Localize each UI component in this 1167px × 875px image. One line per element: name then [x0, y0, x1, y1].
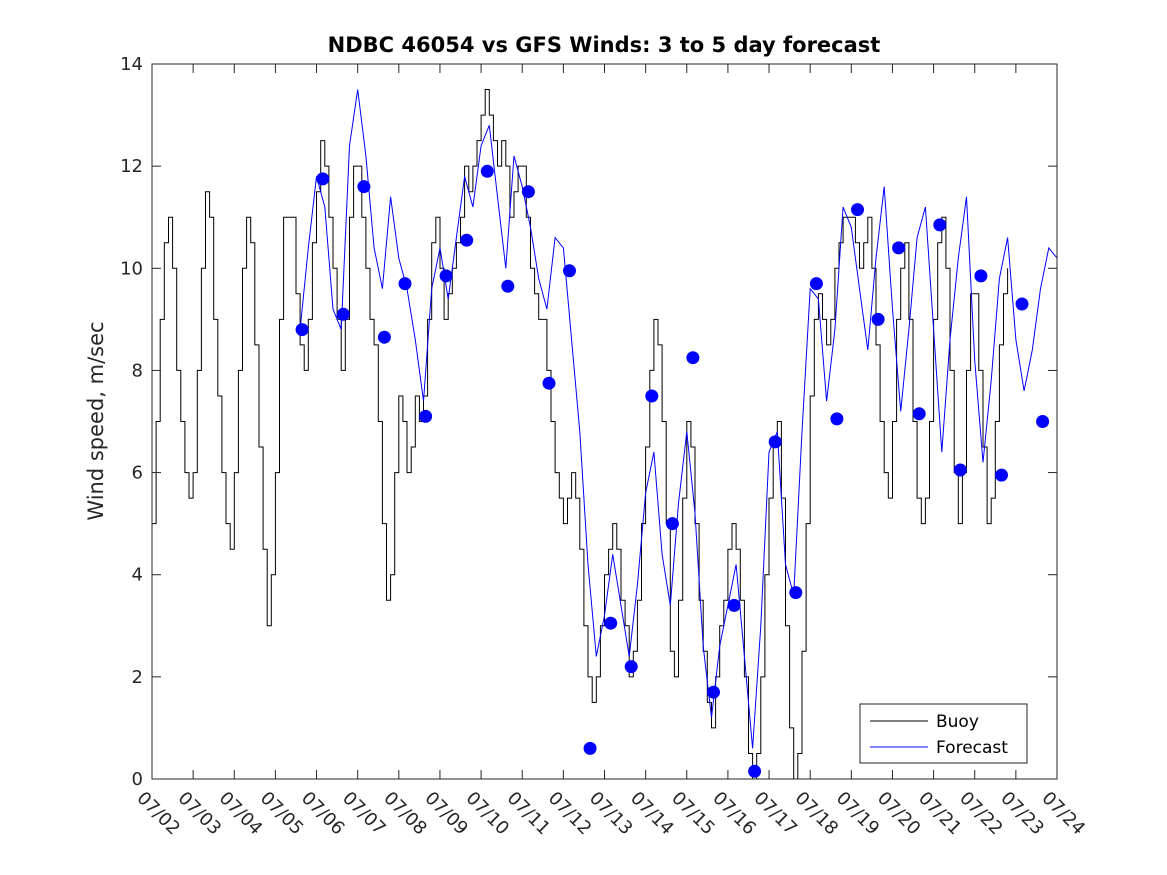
y-tick-label: 8 — [132, 360, 143, 381]
forecast-marker — [995, 468, 1008, 482]
forecast-marker — [933, 218, 947, 232]
legend: Buoy Forecast — [859, 703, 1028, 764]
forecast-marker — [357, 180, 371, 194]
forecast-marker — [953, 463, 967, 477]
y-tick-label: 10 — [120, 258, 143, 279]
forecast-marker — [583, 741, 597, 755]
forecast-marker — [727, 598, 741, 612]
forecast-marker — [377, 330, 391, 344]
y-tick-label: 12 — [120, 156, 143, 177]
forecast-marker — [439, 269, 453, 283]
forecast-marker — [707, 685, 720, 699]
legend-box — [859, 703, 1028, 764]
forecast-marker — [501, 279, 515, 293]
forecast-marker — [809, 277, 823, 291]
forecast-marker — [563, 264, 576, 278]
y-tick-label: 6 — [132, 463, 143, 484]
forecast-marker — [665, 517, 679, 531]
forecast-marker — [419, 409, 433, 423]
y-tick-label: 4 — [132, 565, 143, 586]
y-tick-label: 2 — [132, 667, 143, 688]
forecast-marker — [521, 185, 535, 199]
forecast-marker — [974, 269, 988, 283]
forecast-marker — [480, 164, 494, 178]
forecast-marker — [912, 407, 926, 421]
forecast-marker — [1036, 415, 1050, 428]
forecast-marker — [789, 586, 803, 600]
forecast-marker — [624, 660, 638, 674]
legend-buoy-label: Buoy — [936, 712, 979, 732]
buoy-series-line — [152, 89, 1009, 780]
forecast-marker — [1015, 297, 1029, 311]
forecast-series-line — [299, 89, 1058, 749]
forecast-marker — [871, 312, 885, 326]
forecast-marker — [460, 233, 474, 247]
y-tick-label: 0 — [132, 769, 143, 790]
forecast-marker — [295, 323, 309, 337]
forecast-marker — [336, 307, 350, 321]
y-tick-label: 14 — [120, 54, 143, 75]
chart-title: NDBC 46054 vs GFS Winds: 3 to 5 day fore… — [328, 33, 881, 57]
plot-area — [152, 89, 1058, 780]
forecast-marker — [686, 351, 700, 365]
forecast-marker — [892, 241, 906, 255]
y-axis-label: Wind speed, m/sec — [84, 321, 108, 520]
forecast-marker — [645, 389, 659, 403]
forecast-marker — [316, 172, 330, 186]
forecast-marker — [748, 764, 762, 778]
forecast-marker — [542, 376, 556, 390]
forecast-marker — [398, 277, 412, 291]
forecast-marker — [830, 412, 844, 426]
forecast-marker — [604, 616, 618, 630]
forecast-marker — [768, 435, 782, 449]
legend-forecast-label: Forecast — [936, 738, 1008, 758]
forecast-marker — [851, 203, 864, 217]
